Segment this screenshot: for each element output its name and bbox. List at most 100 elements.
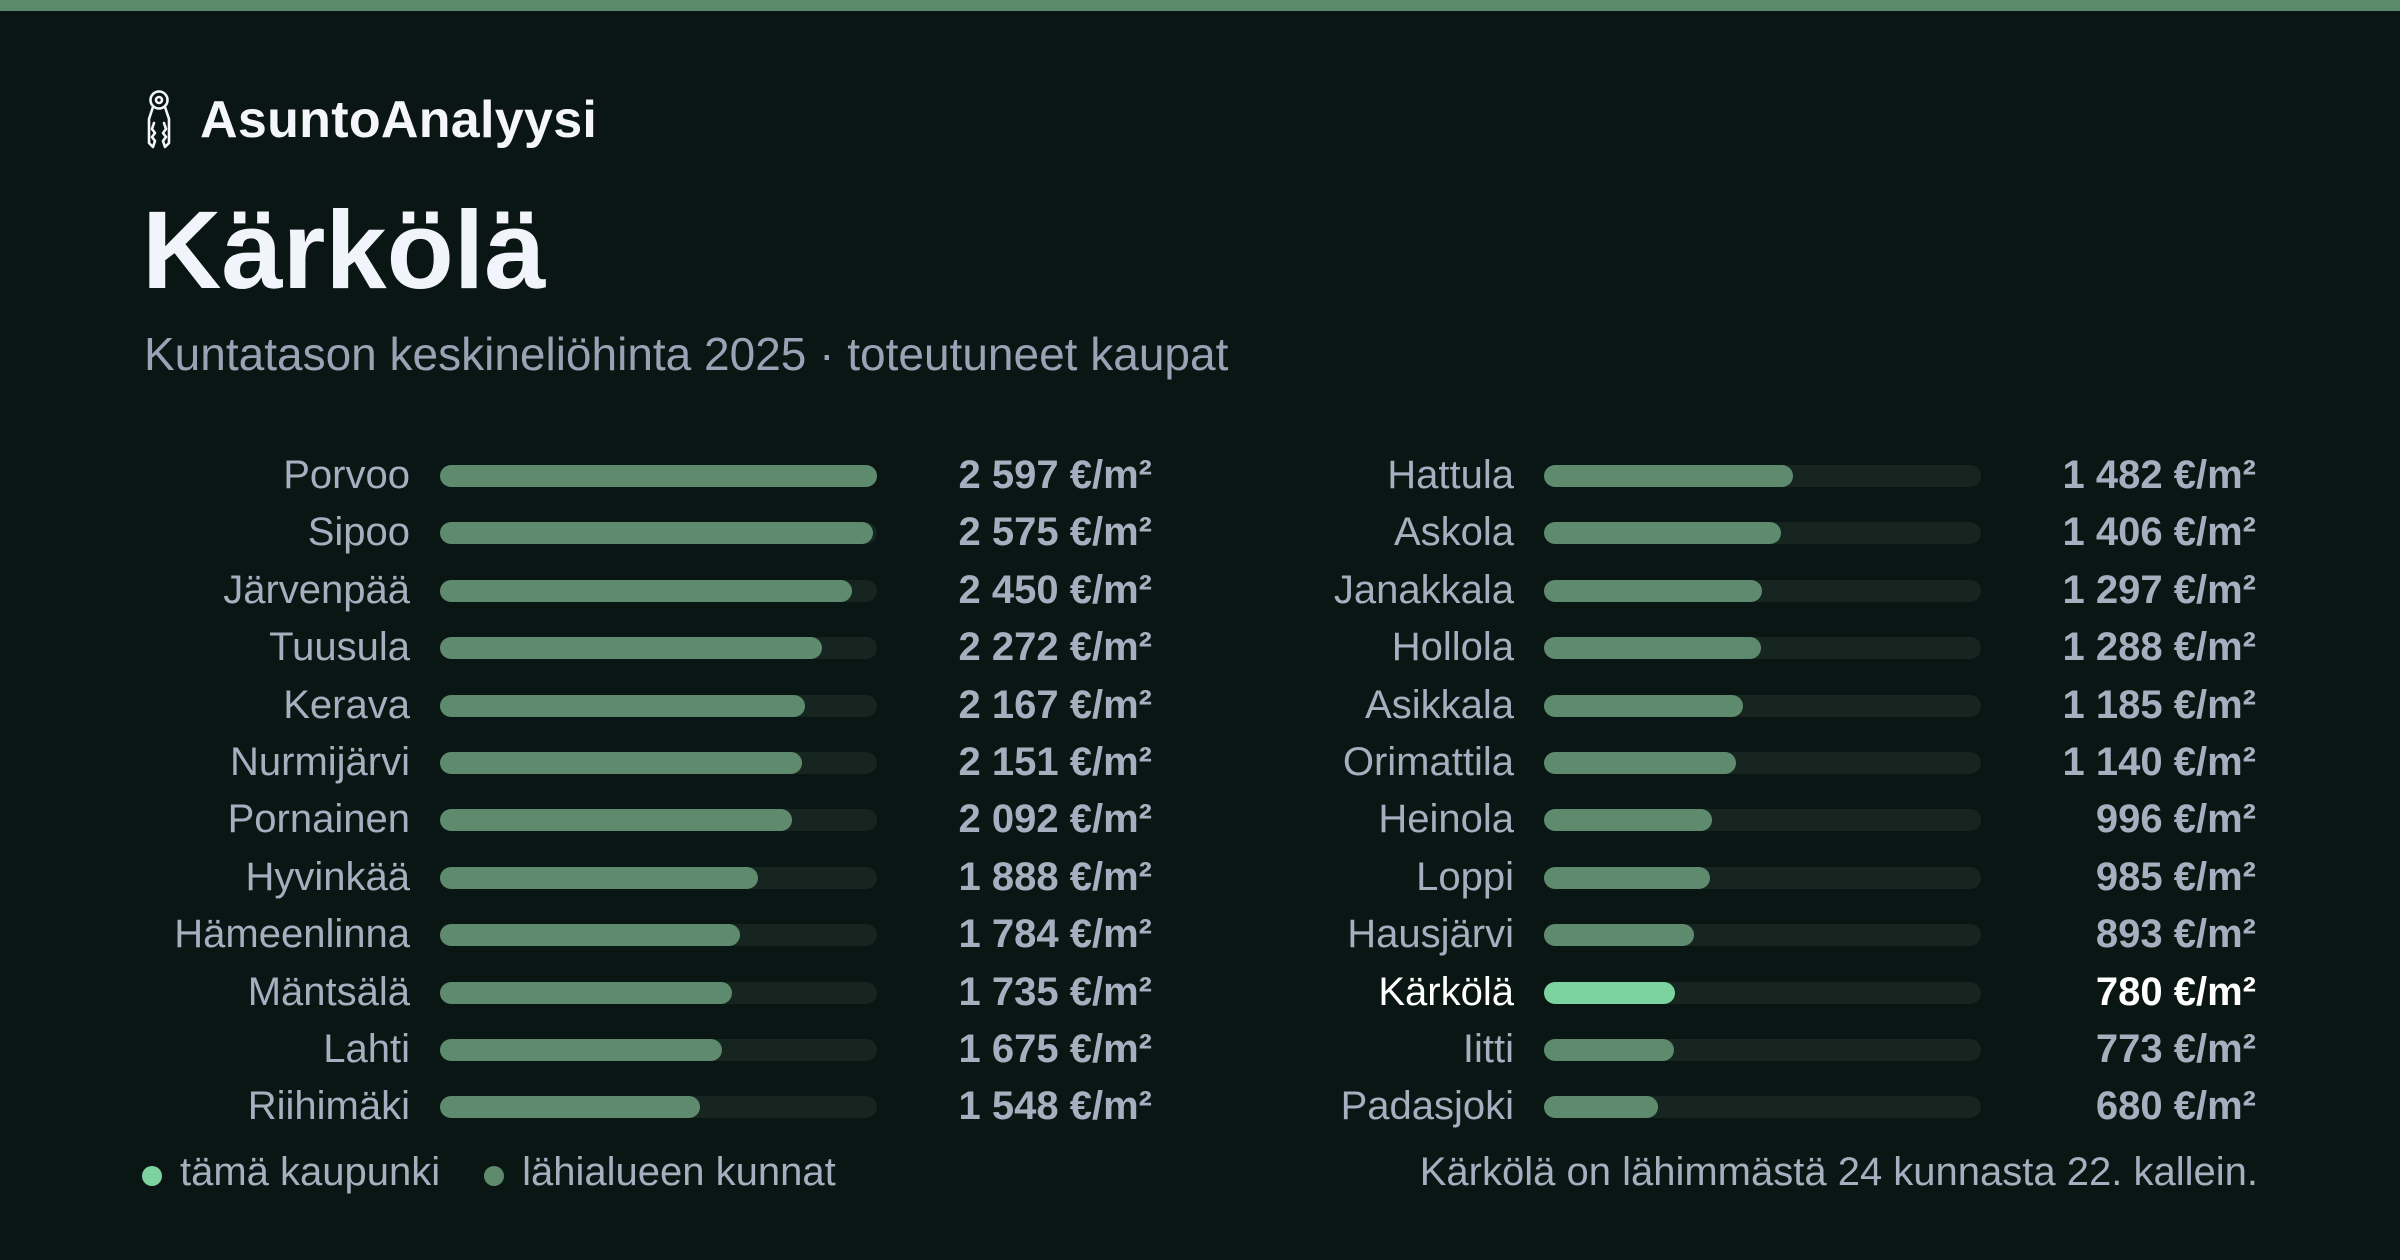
bar-track: [440, 522, 877, 545]
bar-label: Loppi: [1416, 854, 1514, 899]
bar-track: [440, 809, 877, 832]
bar-label: Heinola: [1378, 797, 1514, 842]
bar-label: Riihimäki: [247, 1084, 410, 1129]
bar-label: Nurmijärvi: [230, 739, 410, 784]
bar-track: [1544, 809, 1981, 832]
legend-item-nearby: lähialueen kunnat: [484, 1150, 836, 1195]
bar-value-label: 2 575 €/m²: [958, 510, 1152, 555]
bar-label: Lahti: [323, 1026, 410, 1071]
bar-track: [1544, 924, 1981, 947]
bar-track: [1544, 1038, 1981, 1061]
bar: [440, 522, 874, 545]
rank-footnote: Kärkölä on lähimmästä 24 kunnasta 22. ka…: [1419, 1150, 2258, 1194]
bar: [440, 924, 741, 947]
chart-column-right: Hattula 1 482 €/m² Askola 1 406 €/m² Janakka…: [1160, 447, 2260, 1136]
bar-row: Lahti 1 675 €/m²: [0, 1021, 1160, 1078]
bar-track: [1544, 1096, 1981, 1119]
bar-value-label: 2 092 €/m²: [958, 797, 1152, 842]
bar: [1544, 924, 1695, 947]
bar-label: Sipoo: [307, 510, 410, 555]
bar-track: [1544, 637, 1981, 660]
bar-label: Asikkala: [1365, 682, 1514, 727]
bar-track: [1544, 465, 1981, 487]
bar-track: [440, 866, 877, 889]
bar-row: Loppi 985 €/m²: [1160, 849, 2260, 906]
bar-track: [440, 1038, 877, 1061]
bar: [1544, 809, 1712, 832]
bar-row: Hausjärvi 893 €/m²: [1160, 906, 2260, 963]
bar: [1544, 1038, 1675, 1061]
bar-row: Tuusula 2 272 €/m²: [0, 619, 1160, 676]
bar-label: Askola: [1393, 510, 1514, 555]
legend-dot-highlight: [142, 1165, 162, 1186]
bar-row: Porvoo 2 597 €/m²: [0, 447, 1160, 504]
bar-label: Kerava: [283, 682, 410, 727]
bar: [440, 465, 877, 487]
bar-value-label: 985 €/m²: [2095, 854, 2256, 899]
bar-track: [440, 1096, 877, 1119]
bar-row: Mäntsälä 1 735 €/m²: [0, 964, 1160, 1021]
bar: [440, 866, 758, 889]
bar-label: Hollola: [1391, 625, 1514, 670]
bar-value-label: 996 €/m²: [2095, 797, 2256, 842]
bar-row: Orimattila 1 140 €/m²: [1160, 734, 2260, 791]
bar-value-label: 2 450 €/m²: [958, 567, 1152, 612]
bar-value-label: 1 888 €/m²: [958, 854, 1152, 899]
keys-icon: [147, 90, 171, 149]
page-title: Kärkölä: [142, 189, 546, 312]
bar-row: Sipoo 2 575 €/m²: [0, 504, 1160, 561]
bar-track: [440, 694, 877, 717]
bar-label: Porvoo: [283, 453, 410, 497]
bar-row: Hyvinkää 1 888 €/m²: [0, 849, 1160, 906]
bar-row: Janakkala 1 297 €/m²: [1160, 562, 2260, 619]
bar-track: [440, 924, 877, 947]
bar-value-label: 680 €/m²: [2095, 1084, 2256, 1129]
bar: [440, 751, 802, 774]
bar: [440, 1038, 722, 1061]
legend: tämä kaupunki lähialueen kunnat: [142, 1150, 880, 1195]
bar-value-label: 1 548 €/m²: [958, 1084, 1152, 1129]
legend-item-this-city: tämä kaupunki: [142, 1150, 440, 1195]
bar-track: [440, 751, 877, 774]
bar-row: Hämeenlinna 1 784 €/m²: [0, 906, 1160, 963]
bar-value-label: 780 €/m²: [2095, 969, 2256, 1014]
bar-row: Hollola 1 288 €/m²: [1160, 619, 2260, 676]
bar: [440, 579, 853, 602]
bar-value-label: 1 482 €/m²: [2062, 453, 2256, 497]
bar: [440, 981, 732, 1004]
bar-label: Tuusula: [269, 625, 410, 670]
bar-track: [440, 981, 877, 1004]
bar-value-label: 2 272 €/m²: [958, 625, 1152, 670]
bar: [440, 637, 823, 660]
bar-value-label: 2 167 €/m²: [958, 682, 1152, 727]
bar-value-label: 2 597 €/m²: [958, 453, 1152, 497]
bar-row: Kärkölä 780 €/m²: [1160, 964, 2260, 1021]
bar-track: [440, 465, 877, 487]
bar-row: Padasjoki 680 €/m²: [1160, 1078, 2260, 1135]
page-subtitle: Kuntatason keskineliöhinta 2025 · toteut…: [144, 328, 1229, 380]
bar-label: Hämeenlinna: [174, 912, 410, 957]
bar: [1544, 637, 1761, 660]
bar: [440, 809, 793, 832]
bar-track: [1544, 579, 1981, 602]
bar-row: Pornainen 2 092 €/m²: [0, 791, 1160, 848]
bar: [440, 694, 805, 717]
bar-track: [1544, 981, 1981, 1004]
bar-label: Hausjärvi: [1347, 912, 1514, 957]
legend-label: tämä kaupunki: [180, 1150, 441, 1194]
bar-track: [1544, 751, 1981, 774]
bar-value-label: 773 €/m²: [2095, 1026, 2256, 1071]
bar-value-label: 2 151 €/m²: [958, 739, 1152, 784]
bar-label: Kärkölä: [1378, 969, 1514, 1014]
bar-label: Mäntsälä: [247, 969, 410, 1014]
bar: [1544, 579, 1763, 602]
bar-row: Askola 1 406 €/m²: [1160, 504, 2260, 561]
bar: [1544, 981, 1676, 1004]
brand: AsuntoAnalyysi: [140, 88, 597, 152]
bar: [1544, 866, 1710, 889]
brand-name: AsuntoAnalyysi: [200, 91, 598, 149]
bar-row: Nurmijärvi 2 151 €/m²: [0, 734, 1160, 791]
legend-dot-nearby: [484, 1165, 505, 1186]
bar-label: Pornainen: [227, 797, 410, 842]
bar-value-label: 1 185 €/m²: [2062, 682, 2256, 727]
